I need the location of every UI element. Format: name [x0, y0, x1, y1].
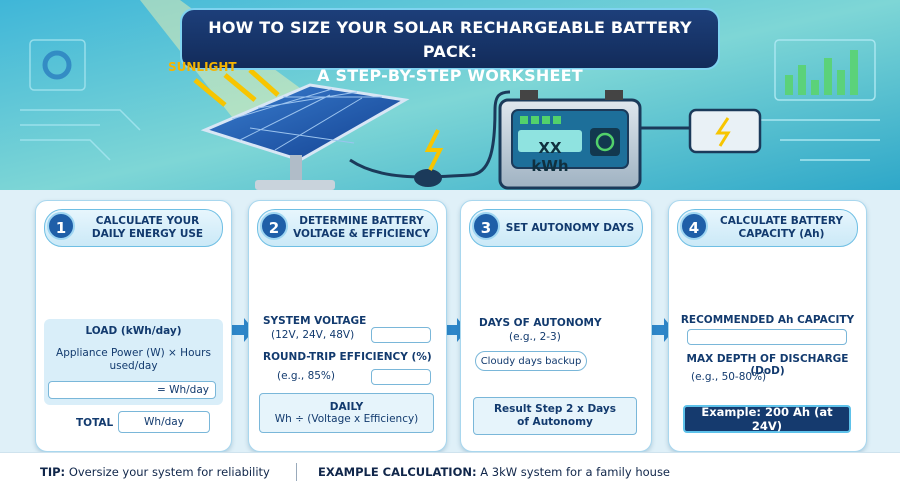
dod-hint: (e.g., 50-80%) [691, 371, 767, 383]
decor-left [20, 39, 141, 161]
voltage-field [371, 327, 431, 343]
daily-box: DAILY Wh ÷ (Voltage x Efficiency) [259, 393, 434, 433]
step-title: CALCULATE YOUR DAILY ENERGY USE [91, 215, 204, 240]
title-line: A STEP-BY-STEP WORKSHEET [317, 66, 583, 85]
step-card: 4 CALCULATE BATTERY CAPACITY (Ah) RECOMME… [668, 200, 867, 452]
total-label: TOTAL [76, 417, 114, 429]
formula: Appliance Power (W) × Hours used/day [56, 347, 211, 372]
battery-display: XX kWh [531, 139, 569, 175]
step-card: 1 CALCULATE YOUR DAILY ENERGY USE LOAD (k… [35, 200, 232, 452]
tip: TIP: Oversize your system for reliabilit… [40, 465, 270, 479]
step-number: 3 [472, 212, 500, 240]
days-hint: (e.g., 2-3) [509, 331, 561, 343]
step-header: 2 DETERMINE BATTERY VOLTAGE & EFFICIENCY [257, 209, 438, 247]
total-field: Wh/day [118, 411, 210, 433]
example-label: EXAMPLE CALCULATION: [318, 465, 477, 479]
backup-note: Cloudy days backup [475, 351, 587, 371]
inverter [688, 108, 762, 154]
step-header: 4 CALCULATE BATTERY CAPACITY (Ah) [677, 209, 858, 247]
step-title: DETERMINE BATTERY VOLTAGE & EFFICIENCY [293, 215, 430, 240]
result-box: Result Step 2 x Days of Autonomy [473, 397, 637, 435]
days-label: DAYS OF AUTONOMY [479, 317, 602, 329]
example-calc: EXAMPLE CALCULATION: A 3kW system for a … [318, 465, 670, 479]
step-card: 2 DETERMINE BATTERY VOLTAGE & EFFICIENCY … [248, 200, 447, 452]
efficiency-field [371, 369, 431, 385]
footer: TIP: Oversize your system for reliabilit… [0, 452, 900, 492]
daily-formula: Wh ÷ (Voltage x Efficiency) [274, 413, 419, 425]
voltage-label: SYSTEM VOLTAGE [263, 315, 367, 327]
step-number: 4 [680, 212, 708, 240]
title-line: HOW TO SIZE YOUR SOLAR RECHARGEABLE BATT… [208, 18, 692, 61]
sunlight-label: SUNLIGHT [168, 60, 237, 74]
step-number: 2 [260, 212, 288, 240]
step-number: 1 [47, 212, 75, 240]
efficiency-label: ROUND-TRIP EFFICIENCY (%) [263, 351, 432, 363]
efficiency-hint: (e.g., 85%) [277, 370, 336, 382]
step-title: CALCULATE BATTERY CAPACITY (Ah) [720, 215, 843, 240]
decor-right [760, 39, 880, 161]
step-header: 3 SET AUTONOMY DAYS [469, 209, 643, 247]
load-label: LOAD (kWh/day) [85, 325, 182, 337]
divider [296, 463, 297, 481]
bolt [424, 129, 444, 171]
connector [414, 169, 442, 187]
step-header: 1 CALCULATE YOUR DAILY ENERGY USE [44, 209, 223, 247]
voltage-hint: (12V, 24V, 48V) [271, 329, 355, 341]
capacity-field [687, 329, 847, 345]
example-text: A 3kW system for a family house [480, 465, 671, 479]
tip-text: Oversize your system for reliability [68, 465, 270, 479]
step-card: 3 SET AUTONOMY DAYS DAYS OF AUTONOMY (e.g… [460, 200, 652, 452]
step-title: SET AUTONOMY DAYS [505, 221, 635, 234]
capacity-label: RECOMMENDED Ah CAPACITY [680, 314, 855, 326]
cables [349, 90, 690, 179]
example-box: Example: 200 Ah (at 24V) [683, 405, 851, 433]
result-field: = Wh/day [48, 381, 216, 399]
title: HOW TO SIZE YOUR SOLAR RECHARGEABLE BATT… [180, 8, 720, 85]
tip-label: TIP: [40, 465, 66, 479]
daily-label: DAILY [329, 401, 364, 413]
dod-label: MAX DEPTH OF DISCHARGE (DoD) [686, 353, 849, 377]
battery [498, 90, 642, 190]
solar-panel [200, 83, 410, 190]
